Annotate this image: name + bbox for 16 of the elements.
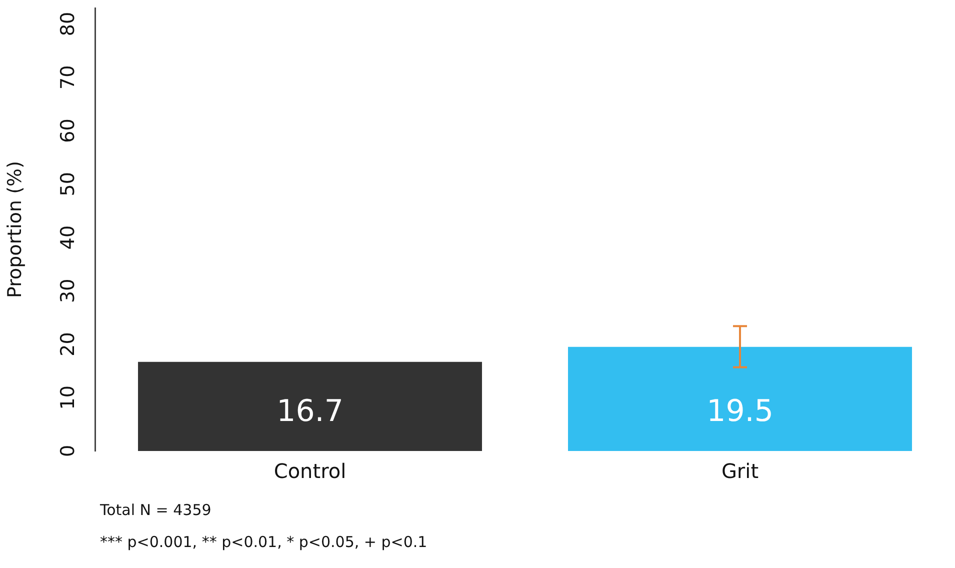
y-tick-label: 20: [56, 332, 79, 356]
text: *** p<0.001, ** p<0.01, * p<0.05, + p<0.1: [100, 532, 428, 553]
y-tick-label: 0: [56, 444, 79, 458]
y-tick-label: 10: [56, 386, 79, 410]
y-tick-label: 40: [56, 225, 79, 250]
y-tick-label: 70: [56, 65, 79, 90]
text: Total N = 4359: [100, 500, 212, 521]
y-axis-title: Proportion (%): [4, 161, 26, 298]
data-label: 16.7: [276, 394, 344, 429]
x-tick-label: Control: [274, 459, 346, 484]
y-tick-label: 50: [56, 172, 79, 196]
data-label: 19.5: [706, 394, 774, 429]
y-tick-label: 30: [56, 278, 79, 303]
x-tick-label: Grit: [721, 459, 759, 484]
y-tick-label: 80: [56, 12, 79, 36]
y-tick-label: 60: [56, 118, 79, 143]
